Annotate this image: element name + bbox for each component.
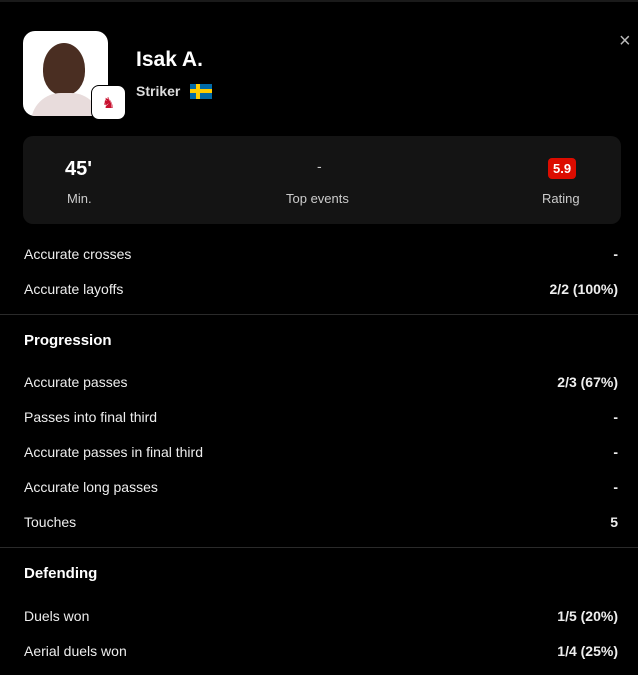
stat-label: Passes into final third: [24, 409, 158, 425]
stat-row: Accurate crosses -: [24, 246, 618, 262]
position-label: Striker: [136, 83, 181, 99]
stat-label: Duels won: [24, 608, 90, 624]
club-badge-icon: ♞: [91, 85, 126, 120]
stat-value: 2/2 (100%): [549, 281, 618, 297]
summary-card: 45' Min. - Top events 5.9 Rating: [23, 136, 621, 224]
section-title-progression: Progression: [24, 332, 112, 349]
stat-label: Touches: [24, 514, 77, 530]
top-events-label: Top events: [286, 191, 349, 206]
stat-row: Accurate passes in final third -: [24, 444, 618, 460]
player-name: Isak A.: [136, 48, 203, 71]
rating-label: Rating: [542, 191, 580, 206]
stat-row: Passes into final third -: [24, 409, 618, 425]
top-events-value: -: [317, 158, 322, 174]
stat-row: Aerial duels won 1/4 (25%): [24, 643, 618, 659]
divider: [0, 314, 638, 315]
stat-label: Accurate crosses: [24, 246, 132, 262]
stat-label: Accurate passes in final third: [24, 444, 203, 460]
stat-value: -: [613, 479, 618, 495]
stat-row: Accurate layoffs 2/2 (100%): [24, 281, 618, 297]
rating-badge: 5.9: [548, 158, 577, 179]
stat-value: 1/4 (25%): [557, 643, 618, 659]
minutes-label: Min.: [67, 191, 92, 206]
stat-row: Accurate long passes -: [24, 479, 618, 495]
stat-value: -: [613, 444, 618, 460]
player-avatar: [23, 31, 108, 116]
stat-value: -: [613, 246, 618, 262]
section-title-defending: Defending: [24, 565, 98, 582]
stat-value: 1/5 (20%): [557, 608, 618, 624]
close-icon[interactable]: ×: [619, 30, 631, 52]
stat-row: Duels won 1/5 (20%): [24, 608, 618, 624]
stat-row: Touches 5: [24, 514, 618, 530]
sweden-flag-icon: [190, 83, 213, 99]
divider: [0, 547, 638, 548]
stat-value: 5: [610, 514, 618, 530]
stat-label: Accurate long passes: [24, 479, 158, 495]
stat-value: 2/3 (67%): [557, 374, 618, 390]
top-border: [0, 0, 638, 2]
stat-value: -: [613, 409, 618, 425]
stat-label: Accurate layoffs: [24, 281, 124, 297]
player-position: Striker: [136, 83, 213, 99]
stat-label: Accurate passes: [24, 374, 128, 390]
minutes-value: 45': [65, 158, 93, 180]
stat-label: Aerial duels won: [24, 643, 127, 659]
stat-row: Accurate passes 2/3 (67%): [24, 374, 618, 390]
